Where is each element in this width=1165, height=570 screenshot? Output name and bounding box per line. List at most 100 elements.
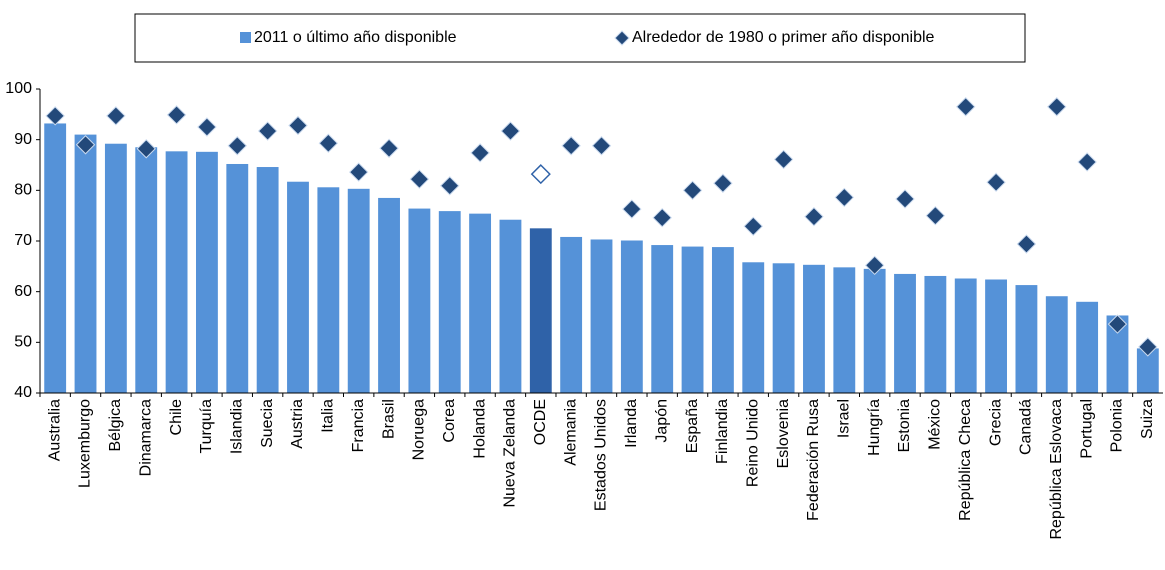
marker <box>136 139 156 159</box>
marker <box>500 121 521 141</box>
marker <box>652 207 672 228</box>
bar <box>803 264 825 393</box>
x-tick-label: Grecia <box>987 399 1004 446</box>
x-tick-label: Portugal <box>1078 399 1095 459</box>
x-tick-label: Corea <box>441 399 458 443</box>
bar <box>104 143 127 393</box>
marker <box>713 173 733 193</box>
x-tick-label: Italia <box>320 399 337 433</box>
marker <box>773 149 794 170</box>
x-tick-label: Chile <box>168 399 185 436</box>
x-tick-label: Polonia <box>1109 399 1126 452</box>
marker <box>986 172 1006 192</box>
bar <box>256 167 279 393</box>
marker <box>743 216 763 237</box>
x-tick-label: Austria <box>289 399 306 449</box>
y-tick-label: 50 <box>14 334 32 351</box>
marker <box>561 136 581 156</box>
x-tick-label: Japón <box>653 399 670 443</box>
x-tick-label: Reino Unido <box>744 399 761 487</box>
bar <box>499 219 522 393</box>
bar <box>74 134 97 393</box>
marker <box>75 135 96 155</box>
marker <box>591 136 612 156</box>
bar <box>165 151 188 393</box>
y-tick-label: 80 <box>14 182 32 199</box>
x-tick-label: Suiza <box>1139 399 1156 439</box>
x-tick-label: Irlanda <box>623 399 640 448</box>
bar <box>681 246 704 393</box>
x-tick-label: Dinamarca <box>137 399 154 476</box>
marker <box>1047 97 1067 117</box>
x-tick-label: Bélgica <box>107 399 124 452</box>
bar <box>1136 348 1159 393</box>
bar <box>1076 301 1099 393</box>
bar <box>317 187 340 393</box>
marker <box>288 115 308 136</box>
marker <box>682 180 703 201</box>
bar <box>196 151 218 393</box>
x-tick-label: Estados Unidos <box>593 399 610 511</box>
x-tick-label: México <box>927 399 944 450</box>
bar <box>954 278 977 393</box>
y-tick-label: 90 <box>14 131 32 148</box>
y-tick-label: 70 <box>14 232 32 249</box>
marker <box>895 189 915 209</box>
x-tick-label: República Checa <box>957 399 974 521</box>
bar <box>924 275 947 393</box>
bar <box>226 163 249 393</box>
bar <box>1015 285 1038 393</box>
bar <box>620 240 643 393</box>
bar <box>44 123 67 393</box>
x-tick-label: Hungría <box>866 399 883 456</box>
bar <box>529 228 552 393</box>
legend-box <box>134 13 1026 63</box>
x-tick-label: Australia <box>46 399 63 461</box>
x-tick-label: España <box>684 399 701 453</box>
bar <box>287 181 309 393</box>
bar <box>894 273 916 393</box>
x-tick-label: Noruega <box>411 399 428 460</box>
x-tick-label: Canadá <box>1018 399 1035 455</box>
marker <box>45 106 65 126</box>
marker <box>1016 234 1037 254</box>
bar <box>772 263 795 393</box>
x-tick-label: Suecia <box>259 399 276 448</box>
bar <box>408 208 431 393</box>
legend-label: Alrededor de 1980 o primer año disponibl… <box>632 29 935 46</box>
marker <box>257 121 278 141</box>
marker <box>956 97 976 117</box>
x-tick-label: Israel <box>836 399 853 438</box>
y-tick-label: 40 <box>14 384 32 401</box>
x-tick-label: Islandia <box>229 399 246 454</box>
marker <box>106 106 126 126</box>
x-tick-label: Francia <box>350 399 367 452</box>
marker <box>925 205 946 226</box>
x-tick-label: Eslovenia <box>775 399 792 468</box>
x-tick-label: Turquía <box>198 399 215 454</box>
x-tick-label: Luxemburgo <box>77 399 94 488</box>
x-tick-label: Federación Rusa <box>805 399 822 521</box>
x-tick-label: Alemania <box>562 399 579 466</box>
marker <box>834 187 855 208</box>
marker <box>379 138 399 158</box>
bar <box>742 262 765 393</box>
bar <box>985 279 1007 393</box>
bar <box>711 247 734 393</box>
bar <box>347 188 370 393</box>
legend-swatch <box>240 32 251 43</box>
legend-label: 2011 o último año disponible <box>254 29 457 46</box>
x-tick-label: OCDE <box>532 399 549 445</box>
x-tick-label: Finlandia <box>714 399 731 464</box>
bar <box>590 239 613 393</box>
marker <box>622 199 642 219</box>
x-tick-label: Brasil <box>380 399 397 439</box>
marker <box>227 136 247 156</box>
bar <box>378 197 400 393</box>
marker <box>318 133 339 153</box>
marker <box>1107 314 1128 334</box>
x-tick-label: Estonia <box>896 399 913 452</box>
y-tick-label: 60 <box>14 283 32 300</box>
